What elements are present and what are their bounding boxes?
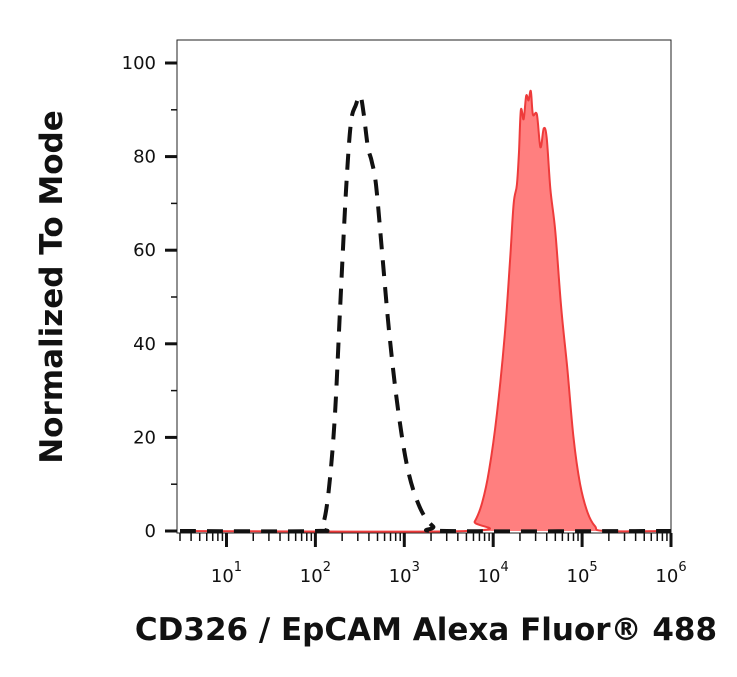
- y-tick-label: 40: [133, 334, 156, 355]
- sample-histogram-fill: [180, 90, 671, 532]
- series-layer: [179, 89, 672, 534]
- x-tick-label: 101: [211, 560, 242, 587]
- x-tick-label: 105: [567, 560, 598, 587]
- y-axis-title: Normalized To Mode: [34, 110, 70, 464]
- x-axis-title: CD326 / EpCAM Alexa Fluor® 488: [135, 612, 717, 648]
- sample-histogram-outline: [179, 89, 672, 533]
- y-tick-label: 80: [133, 147, 156, 168]
- control-histogram-dashed: [179, 93, 672, 534]
- y-tick-label: 60: [133, 240, 156, 261]
- x-tick-label: 106: [655, 560, 686, 587]
- axis-layer: 0 20 40 60 80 100 101 102 103 104 105 106: [122, 53, 687, 587]
- y-tick-label: 0: [145, 521, 156, 542]
- y-tick-label: 20: [133, 427, 156, 448]
- plot-frame: [176, 39, 672, 534]
- x-tick-label: 104: [478, 560, 509, 587]
- x-tick-label: 103: [389, 560, 420, 587]
- x-tick-label: 102: [300, 560, 331, 587]
- y-tick-label: 100: [122, 53, 156, 74]
